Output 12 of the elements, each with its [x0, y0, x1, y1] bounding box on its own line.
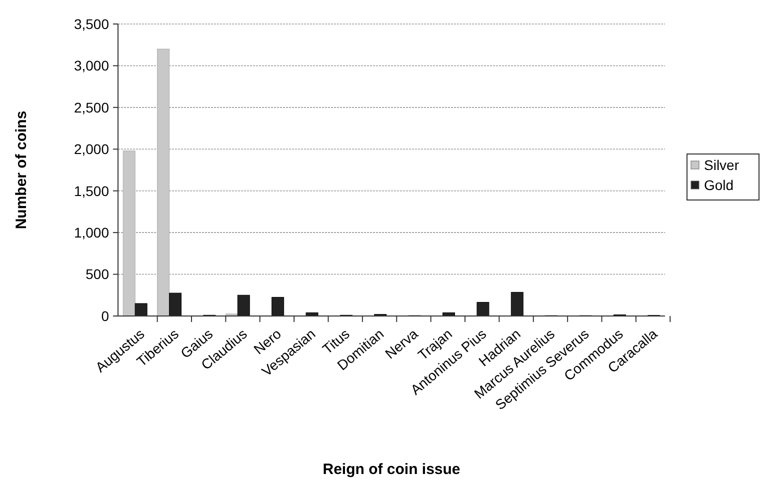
y-tick-label: 2,000	[74, 141, 110, 158]
x-axis-title: Reign of coin issue	[322, 461, 460, 478]
y-tick-label: 1,000	[74, 224, 110, 240]
legend-label: Silver	[704, 156, 740, 173]
y-tick-label: 500	[86, 266, 110, 282]
y-tick-label: 2,500	[74, 99, 110, 116]
y-tick-label: 3,000	[74, 58, 110, 74]
y-tick-label: 1,500	[74, 182, 110, 199]
legend-label: Gold	[704, 176, 734, 193]
y-tick-label: 3,500	[74, 16, 110, 32]
y-tick-label: 0	[101, 308, 110, 324]
y-axis-title: Number of coins	[13, 110, 30, 230]
